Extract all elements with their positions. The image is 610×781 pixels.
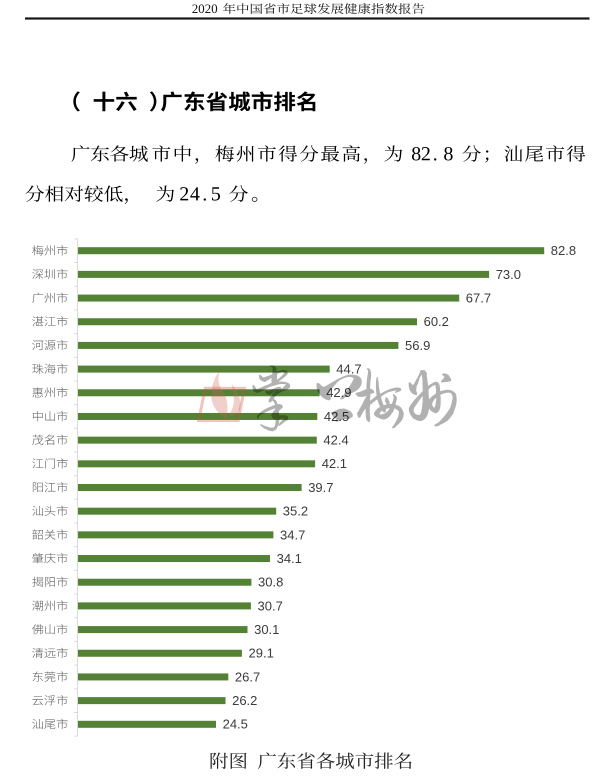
svg-text:60.2: 60.2 [424,314,449,329]
svg-text:35.2: 35.2 [283,504,308,519]
svg-text:67.7: 67.7 [466,291,491,306]
svg-text:42.4: 42.4 [323,433,348,448]
svg-text:42.1: 42.1 [322,456,347,471]
svg-text:39.7: 39.7 [308,480,333,495]
svg-text:34.7: 34.7 [280,527,305,542]
svg-text:30.1: 30.1 [254,622,279,637]
svg-text:34.1: 34.1 [277,551,302,566]
svg-text:82.8: 82.8 [551,243,576,258]
svg-text:26.7: 26.7 [235,669,260,684]
svg-text:30.7: 30.7 [258,598,283,613]
svg-text:29.1: 29.1 [249,646,274,661]
svg-text:44.7: 44.7 [336,362,361,377]
svg-text:73.0: 73.0 [496,267,521,282]
svg-text:24.5: 24.5 [223,717,248,732]
svg-text:26.2: 26.2 [232,693,257,708]
svg-text:30.8: 30.8 [258,575,283,590]
svg-text:56.9: 56.9 [405,338,430,353]
